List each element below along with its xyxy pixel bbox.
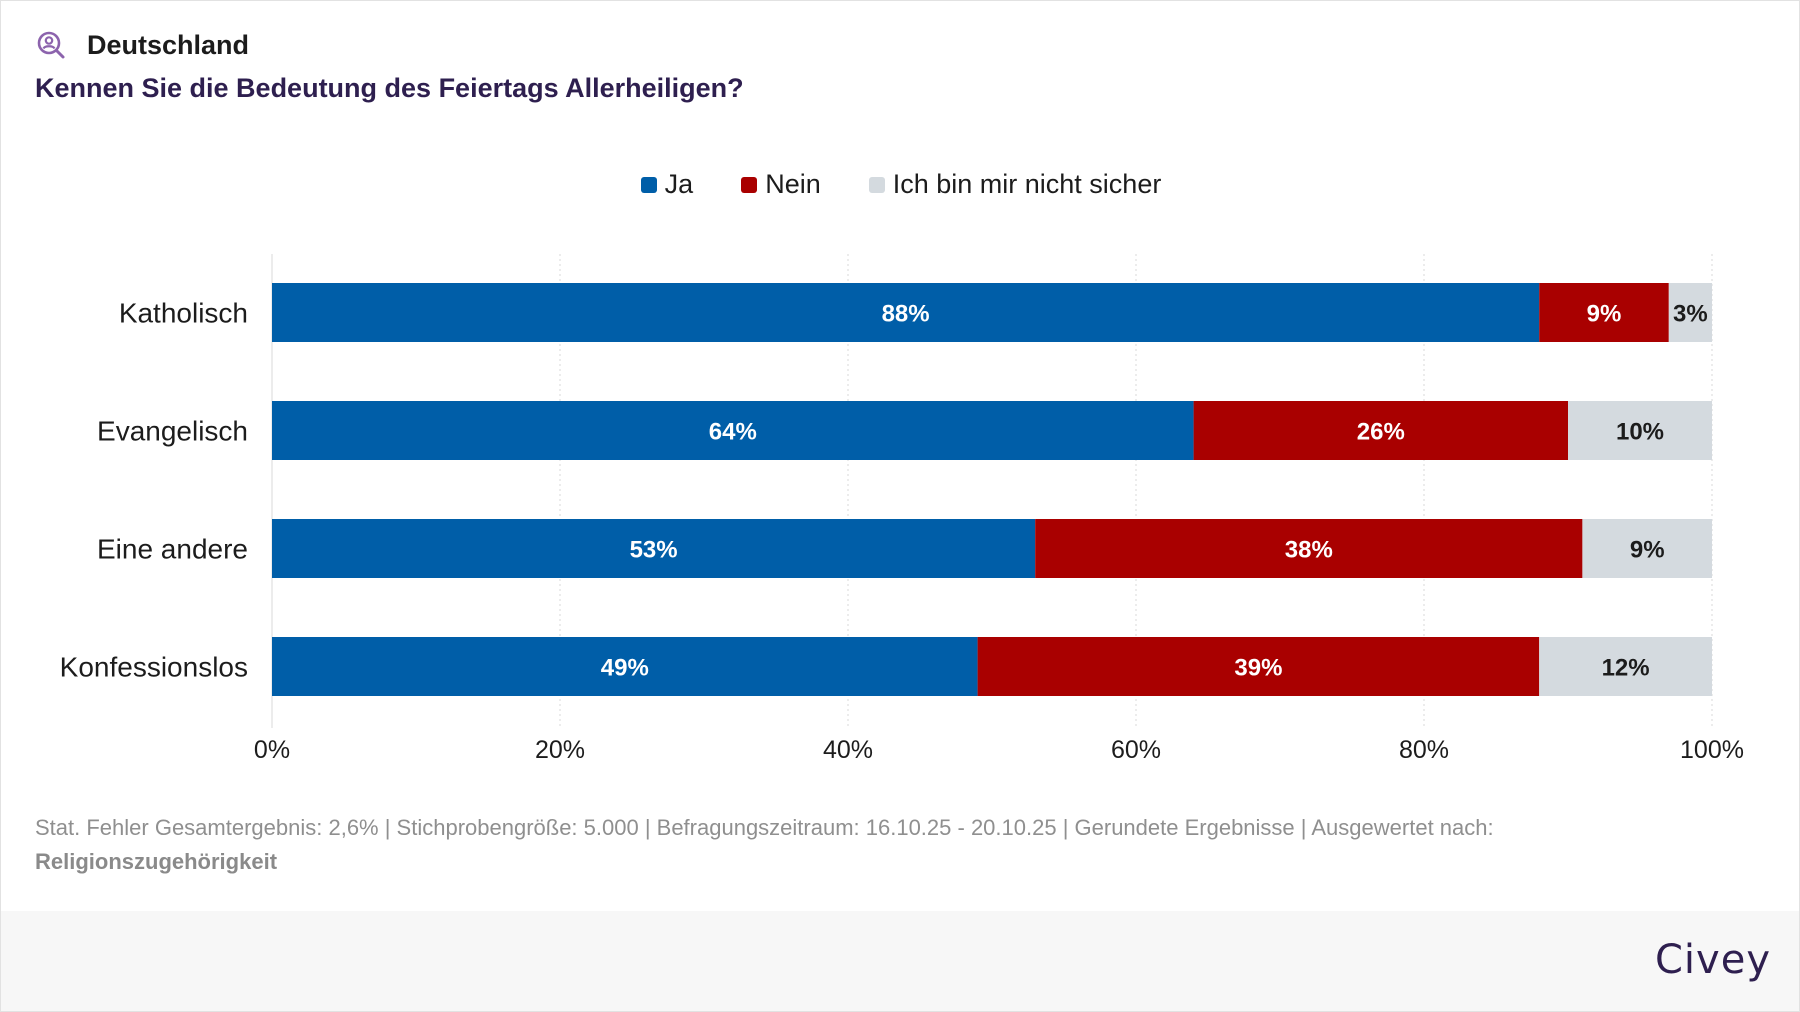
legend-item-nein[interactable]: Nein (741, 169, 821, 200)
legend-swatch-nein (741, 176, 758, 193)
category-label: Evangelisch (97, 416, 248, 447)
bar-evangelisch-nein (1193, 401, 1568, 460)
bar-katholisch-nein (1539, 283, 1669, 342)
footnote: Stat. Fehler Gesamtergebnis: 2,6% | Stic… (35, 811, 1735, 879)
category-label: Konfessionslos (60, 652, 248, 683)
chart-question-title: Kennen Sie die Bedeutung des Feiertags A… (35, 73, 744, 103)
legend-label-ja: Ja (664, 169, 694, 199)
user-search-icon (37, 31, 65, 59)
data-label: 9% (1630, 537, 1665, 564)
bar-konfessionslos-nein (977, 637, 1540, 696)
data-label: 88% (882, 301, 930, 328)
data-label: 53% (630, 537, 678, 564)
data-label: 39% (1234, 655, 1282, 682)
data-label: 12% (1602, 655, 1650, 682)
legend-label-unsicher: Ich bin mir nicht sicher (892, 169, 1162, 199)
legend-item-unsicher[interactable]: Ich bin mir nicht sicher (868, 169, 1162, 200)
x-tick-label: 40% (823, 736, 873, 764)
header: Deutschland (35, 27, 249, 63)
bar-eine-andere-ich (1582, 519, 1712, 578)
x-tick-label: 100% (1680, 736, 1744, 764)
footnote-text: Stat. Fehler Gesamtergebnis: 2,6% | Stic… (35, 815, 1494, 840)
data-label: 26% (1357, 419, 1405, 446)
x-tick-label: 60% (1111, 736, 1161, 764)
data-label: 9% (1587, 301, 1622, 328)
data-label: 49% (601, 655, 649, 682)
footer: Civey (1, 911, 1799, 1011)
bar-evangelisch-ja (272, 401, 1194, 460)
bar-konfessionslos-ich (1539, 637, 1712, 696)
x-tick-label: 80% (1399, 736, 1449, 764)
footnote-evaluated-by: Religionszugehörigkeit (35, 849, 278, 874)
bar-konfessionslos-ja (272, 637, 978, 696)
category-label: Eine andere (97, 534, 248, 565)
bar-eine-andere-ja (272, 519, 1036, 578)
data-label: 10% (1616, 419, 1664, 446)
civey-logo: Civey (1655, 937, 1771, 983)
bar-evangelisch-ich (1568, 401, 1712, 460)
x-tick-label: 0% (254, 736, 290, 764)
legend-item-ja[interactable]: Ja (640, 169, 694, 200)
bar-katholisch-ich (1668, 283, 1712, 342)
data-label: 38% (1285, 537, 1333, 564)
category-label: Katholisch (119, 298, 248, 329)
legend-label-nein: Nein (765, 169, 821, 199)
legend: Ja Nein Ich bin mir nicht sicher (1, 169, 1799, 200)
x-tick-label: 20% (535, 736, 585, 764)
legend-swatch-unsicher (868, 176, 885, 193)
data-label: 64% (709, 419, 757, 446)
data-label: 3% (1673, 301, 1708, 328)
region-row: Deutschland (35, 27, 249, 63)
stacked-bar-chart: 88% 9% 3% Katholisch 64% 26% 10% Evangelisch 53%… (60, 254, 1744, 764)
bar-eine-andere-nein (1035, 519, 1583, 578)
legend-swatch-ja (640, 176, 657, 193)
region-label: Deutschland (87, 29, 250, 60)
bar-katholisch-ja (272, 283, 1540, 342)
